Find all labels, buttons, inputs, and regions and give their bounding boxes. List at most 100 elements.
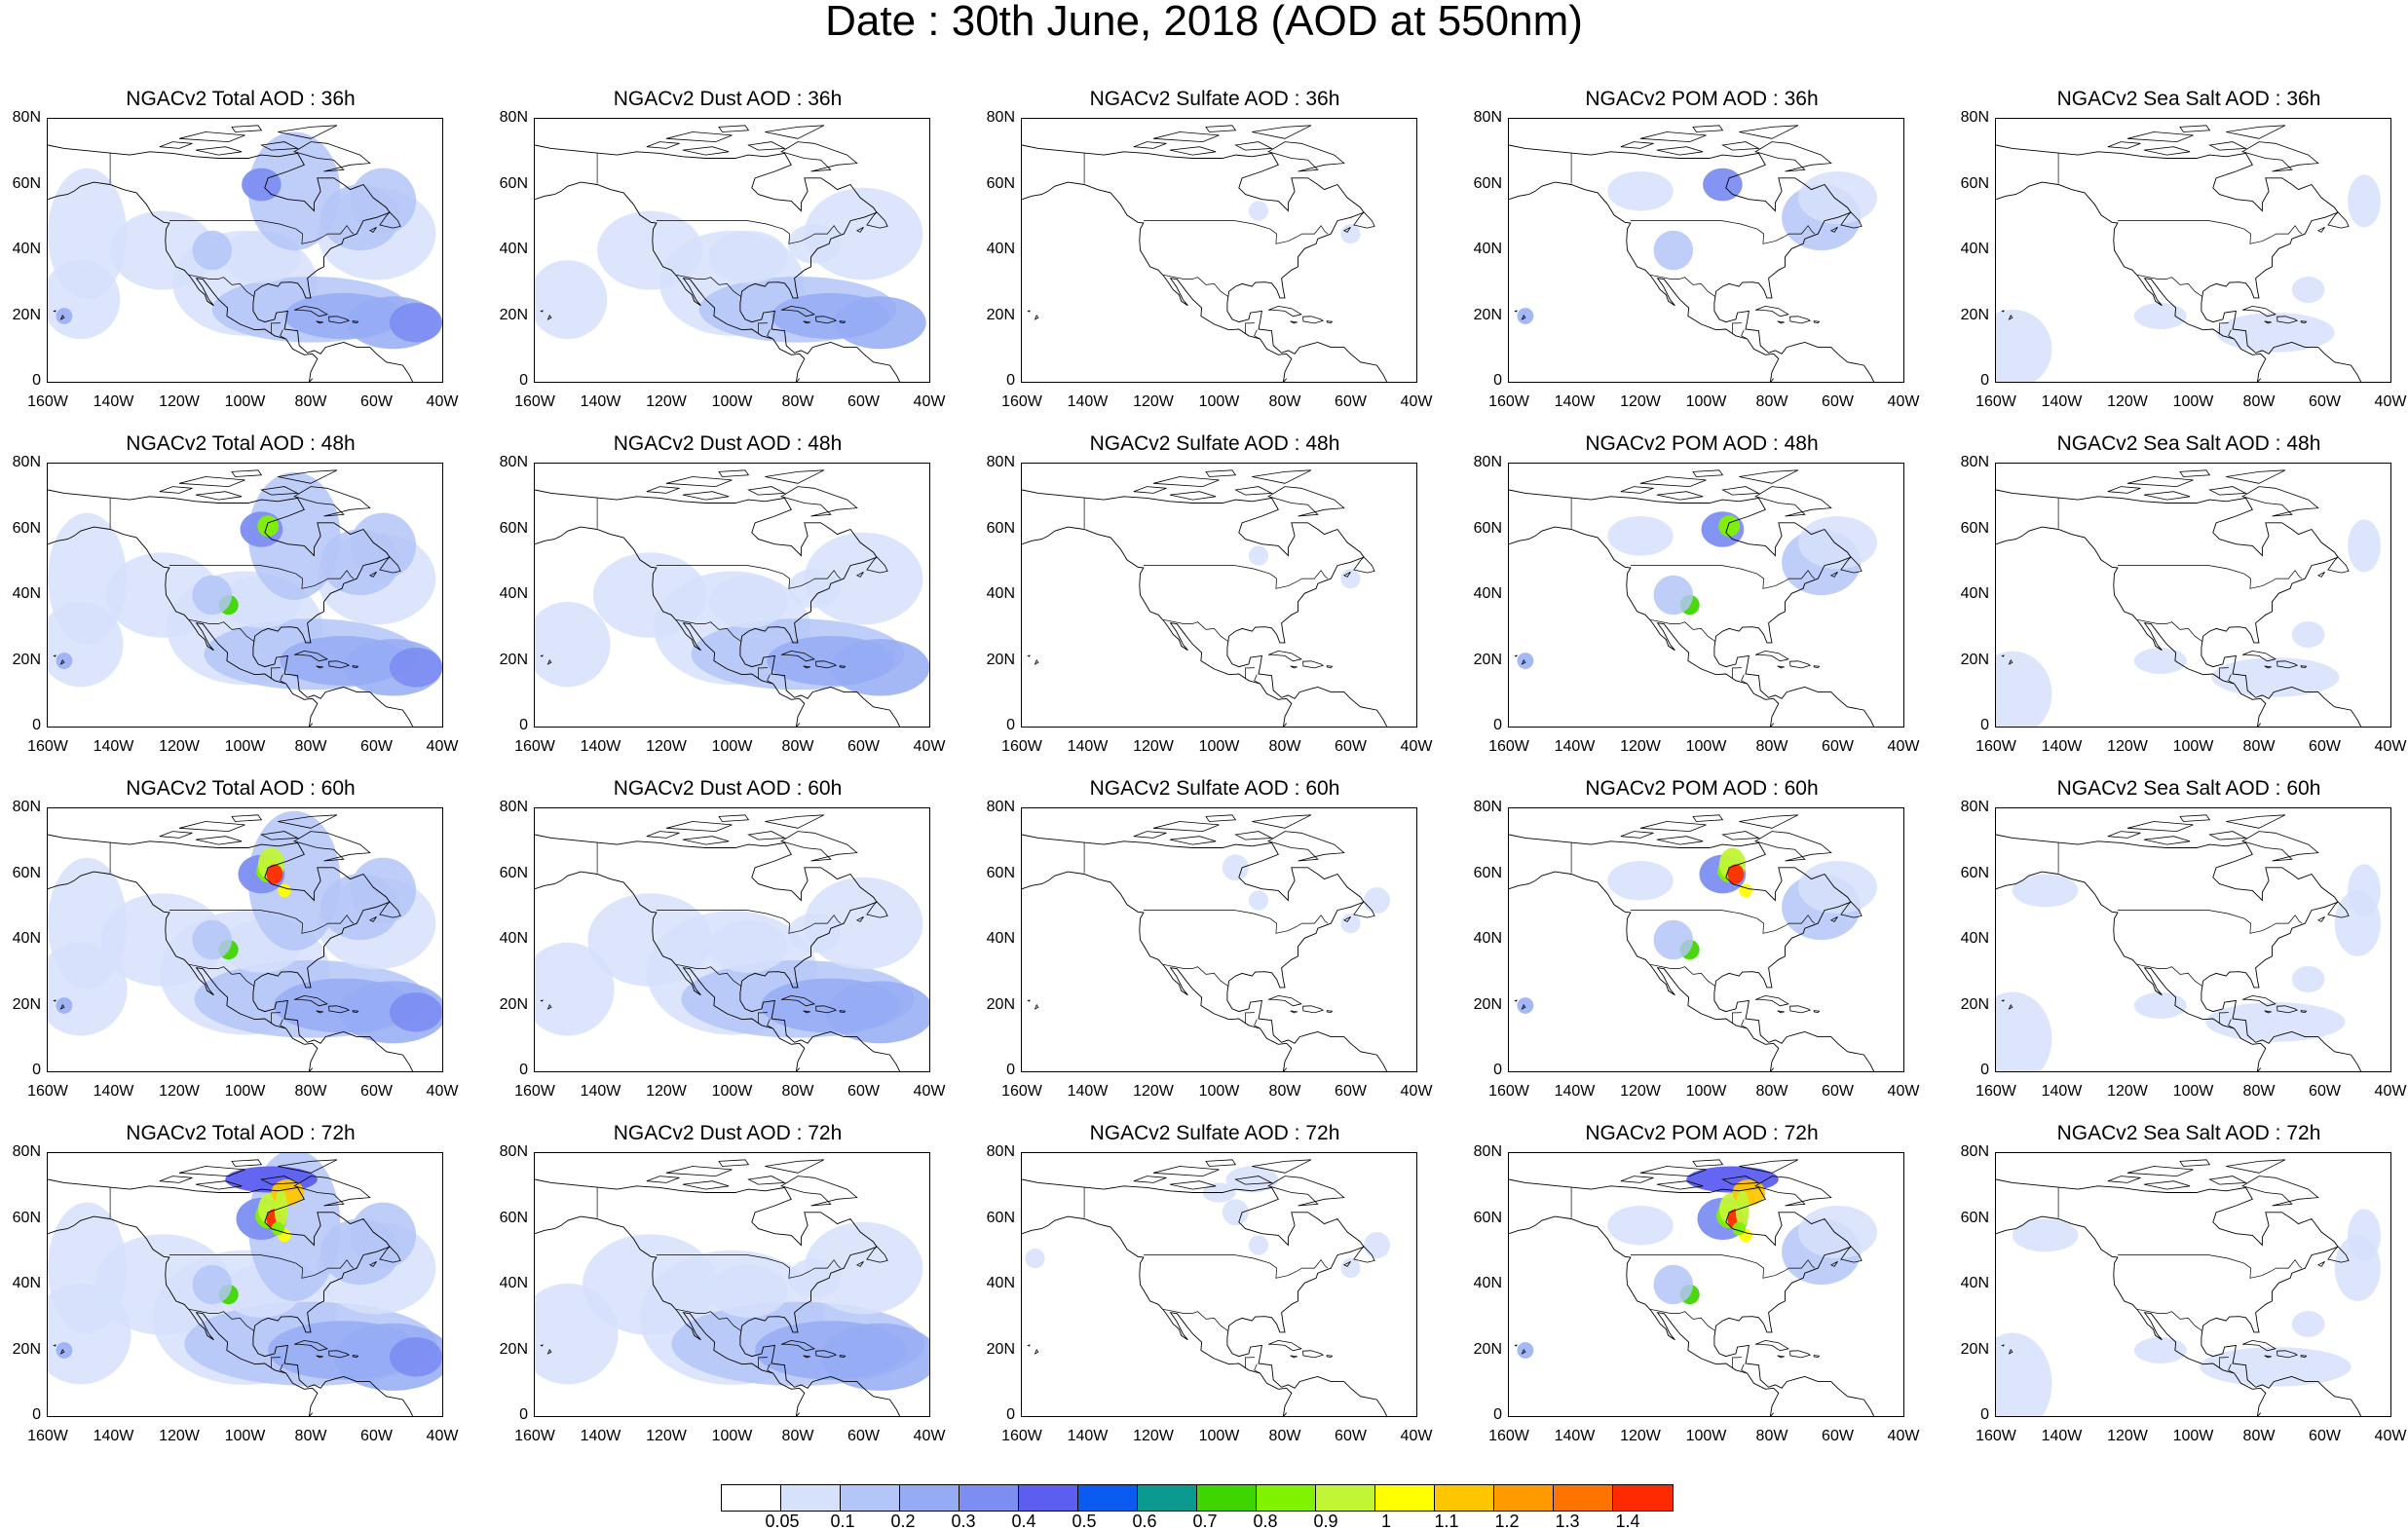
lon-tick-label: 100W: [1685, 393, 1727, 410]
lat-tick-label: 40N: [1473, 585, 1502, 602]
lat-tick-label: 80N: [986, 109, 1015, 126]
island-outline: [803, 665, 810, 669]
island-outline: [839, 665, 847, 669]
lon-tick-label: 80W: [1755, 1428, 1788, 1444]
map-plot: [1995, 1152, 2391, 1417]
aod-region: [257, 515, 279, 537]
lat-tick-label: 20N: [1960, 995, 1989, 1013]
island-outline: [1840, 556, 1862, 574]
panel-title: NGACv2 POM AOD : 60h: [1585, 777, 1819, 800]
aod-region: [1222, 854, 1249, 881]
island-outline: [2327, 1246, 2350, 1263]
country-border: [676, 963, 742, 987]
lat-tick-label: 0: [1980, 372, 1989, 389]
colorbar-swatch: [781, 1485, 841, 1511]
island-outline: [1252, 125, 1312, 139]
lon-tick-label: 100W: [1198, 393, 1240, 410]
country-border: [1650, 1308, 1716, 1331]
island-outline: [780, 1176, 858, 1207]
island-outline: [1514, 999, 1518, 1002]
aod-region: [1225, 1166, 1279, 1193]
country-border: [1650, 274, 1716, 297]
aod-region: [708, 230, 788, 283]
lon-tick-label: 80W: [781, 738, 814, 755]
island-outline: [352, 665, 359, 669]
island-outline: [379, 1246, 401, 1263]
lon-tick-label: 100W: [1198, 1428, 1240, 1444]
lon-tick-label: 80W: [1268, 393, 1301, 410]
coastline: [1996, 144, 2362, 382]
country-border: [2228, 674, 2235, 685]
island-outline: [765, 469, 825, 484]
lon-tick-label: 140W: [580, 393, 621, 410]
lon-tick-label: 80W: [1755, 738, 1788, 755]
country-border: [1741, 329, 1748, 340]
island-outline: [195, 836, 243, 845]
lat-tick-label: 60N: [1960, 519, 1989, 537]
aod-region: [1364, 1232, 1390, 1258]
lon-tick-label: 120W: [159, 393, 200, 410]
lon-tick-label: 100W: [1685, 1083, 1727, 1100]
country-border: [1143, 910, 1329, 934]
aod-region: [2334, 1235, 2381, 1301]
lon-tick-label: 100W: [2172, 738, 2214, 755]
island-outline: [1777, 1010, 1785, 1014]
lon-tick-label: 100W: [224, 393, 266, 410]
country-border: [2137, 274, 2203, 297]
lat-tick-label: 0: [519, 717, 528, 733]
aod-region: [1340, 569, 1361, 589]
country-border: [1254, 1019, 1260, 1029]
lat-tick-label: 60N: [986, 519, 1015, 537]
country-border: [1741, 674, 1748, 685]
lat-tick-label: 20N: [986, 1340, 1015, 1358]
lon-tick-label: 60W: [1335, 738, 1367, 755]
island-outline: [1514, 310, 1518, 313]
lon-tick-label: 60W: [847, 1083, 880, 1100]
island-outline: [1777, 1355, 1785, 1359]
colorbar-label: 1: [1380, 1512, 1392, 1531]
aod-region: [1996, 651, 2052, 727]
island-outline: [1829, 916, 1838, 922]
island-outline: [1353, 901, 1375, 918]
aod-region: [320, 874, 400, 941]
island-outline: [682, 1180, 730, 1190]
island-outline: [2264, 1010, 2272, 1014]
island-outline: [1789, 316, 1812, 324]
island-outline: [1656, 1180, 1704, 1190]
colorbar-label: 1.2: [1494, 1512, 1520, 1531]
island-outline: [159, 486, 193, 494]
country-border: [2219, 667, 2229, 680]
coastline: [1022, 1178, 1388, 1416]
island-outline: [195, 491, 243, 501]
island-outline: [2179, 1159, 2211, 1167]
aod-region: [825, 981, 929, 1044]
island-outline: [1840, 901, 1862, 918]
island-outline: [682, 836, 730, 845]
island-outline: [815, 1005, 838, 1014]
island-outline: [2316, 227, 2325, 233]
country-border: [1732, 322, 1742, 335]
country-border: [1245, 322, 1255, 335]
lat-tick-label: 20N: [1473, 651, 1502, 668]
coastline: [1770, 1412, 1775, 1416]
coastline: [1770, 1067, 1775, 1071]
aod-region: [48, 168, 127, 300]
lon-tick-label: 160W: [27, 1083, 68, 1100]
country-border: [1630, 565, 1816, 589]
coastline: [1283, 378, 1288, 382]
coastline: [48, 144, 414, 382]
lat-tick-label: 20N: [12, 995, 41, 1013]
panel-title: NGACv2 Total AOD : 48h: [126, 432, 356, 455]
lat-tick-label: 40N: [12, 585, 41, 602]
lon-tick-label: 140W: [1554, 1428, 1596, 1444]
aod-region: [56, 1342, 73, 1359]
country-border: [2117, 220, 2303, 244]
island-outline: [2300, 320, 2308, 324]
lon-tick-label: 160W: [1975, 738, 2016, 755]
island-outline: [1027, 999, 1031, 1002]
island-outline: [1034, 658, 1039, 665]
map-panel: NGACv2 POM AOD : 72h 80N 60N 40N 20N 0 160W 140…: [1461, 1122, 1942, 1467]
lat-tick-label: 40N: [499, 930, 528, 947]
map-panel: NGACv2 Sea Salt AOD : 36h 80N 60N 40N 20N 0 16…: [1948, 88, 2408, 432]
coastline: [1996, 1178, 2362, 1416]
